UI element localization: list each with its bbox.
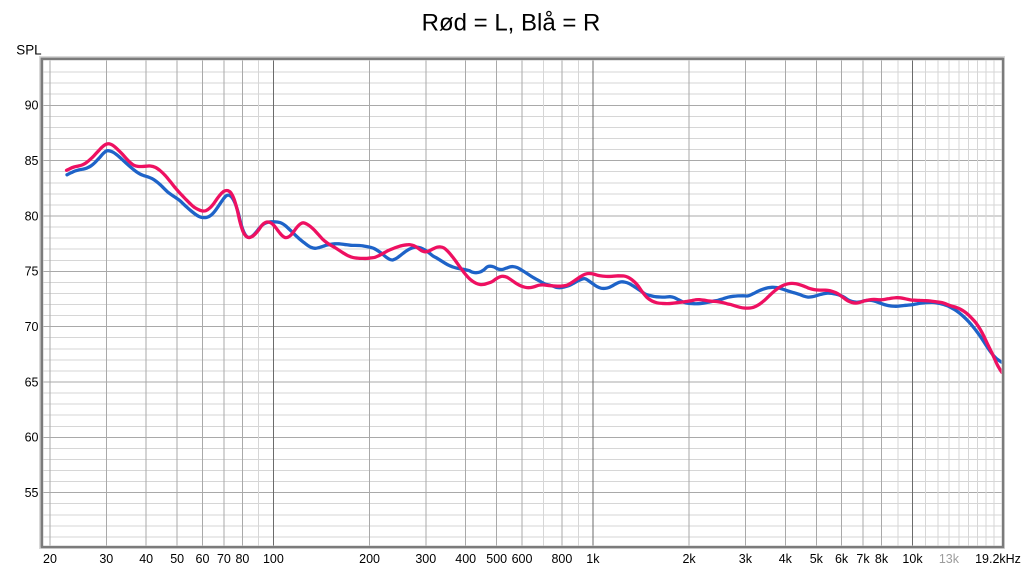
svg-text:Rød = L, Blå = R: Rød = L, Blå = R [422, 9, 601, 36]
svg-text:200: 200 [359, 552, 380, 566]
svg-text:5k: 5k [810, 552, 824, 566]
svg-text:19.2kHz: 19.2kHz [975, 552, 1021, 566]
svg-text:800: 800 [551, 552, 572, 566]
svg-text:3k: 3k [739, 552, 753, 566]
svg-text:80: 80 [235, 552, 249, 566]
svg-text:100: 100 [263, 552, 284, 566]
svg-text:2k: 2k [682, 552, 696, 566]
svg-text:600: 600 [512, 552, 533, 566]
svg-text:85: 85 [25, 154, 39, 168]
svg-text:75: 75 [25, 265, 39, 279]
svg-text:40: 40 [139, 552, 153, 566]
svg-text:8k: 8k [875, 552, 889, 566]
svg-text:400: 400 [455, 552, 476, 566]
svg-text:65: 65 [25, 375, 39, 389]
svg-text:20: 20 [43, 552, 57, 566]
svg-text:60: 60 [25, 431, 39, 445]
svg-text:55: 55 [25, 486, 39, 500]
svg-text:500: 500 [486, 552, 507, 566]
svg-text:50: 50 [170, 552, 184, 566]
svg-text:70: 70 [217, 552, 231, 566]
svg-text:13k: 13k [939, 552, 960, 566]
svg-text:300: 300 [415, 552, 436, 566]
svg-text:60: 60 [196, 552, 210, 566]
svg-text:10k: 10k [902, 552, 923, 566]
svg-text:80: 80 [25, 209, 39, 223]
svg-text:90: 90 [25, 99, 39, 113]
svg-text:4k: 4k [779, 552, 793, 566]
svg-text:7k: 7k [856, 552, 870, 566]
svg-text:6k: 6k [835, 552, 849, 566]
svg-text:30: 30 [99, 552, 113, 566]
svg-text:SPL: SPL [16, 42, 41, 57]
svg-text:1k: 1k [586, 552, 600, 566]
svg-text:70: 70 [25, 320, 39, 334]
